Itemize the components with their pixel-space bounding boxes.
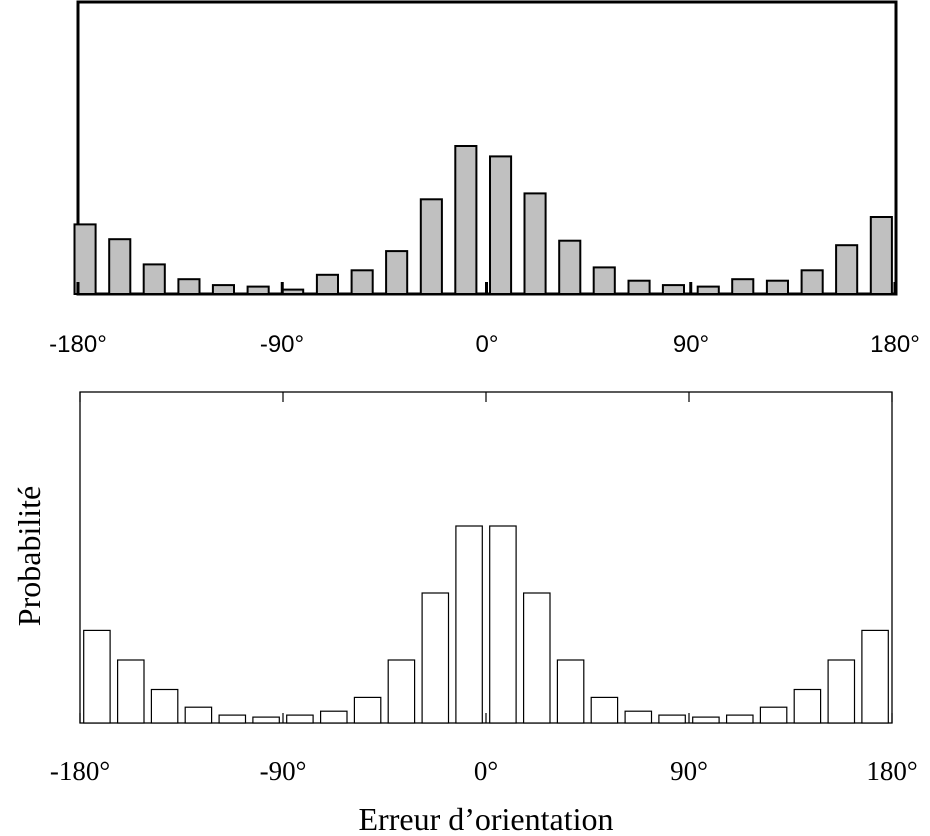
bottom-bar-20 (759, 706, 788, 724)
top-bar-6 (281, 288, 305, 296)
bottom-bar-13 (522, 592, 551, 724)
bottom-histogram: -180° -90° 0° 90° 180° Erreur d’orientat… (11, 391, 918, 836)
top-bar-11 (454, 145, 478, 295)
top-histogram: -180° -90° 0° 90° 180° (49, 0, 920, 358)
bottom-tick-label-neg180: -180° (50, 756, 110, 786)
bottom-bar-19 (725, 714, 754, 724)
top-bar-13 (523, 192, 547, 295)
bottom-bar-11 (455, 525, 483, 724)
top-bar-2 (142, 263, 166, 295)
bottom-bar-10 (421, 592, 450, 724)
bottom-bar-6 (286, 714, 314, 724)
top-bar-14 (558, 239, 582, 295)
bottom-bar-1 (116, 659, 145, 724)
top-bar-16 (627, 279, 651, 296)
top-bars (73, 145, 893, 296)
top-x-tick-labels: -180° -90° 0° 90° 180° (49, 331, 920, 358)
top-bar-10 (419, 198, 443, 295)
top-plot-frame (76, 0, 898, 296)
top-bar-4 (211, 284, 235, 296)
top-bar-19 (731, 278, 755, 296)
top-bar-8 (350, 269, 374, 295)
bottom-bar-8 (353, 696, 382, 724)
top-bar-7 (315, 273, 339, 295)
top-bar-3 (177, 278, 201, 296)
top-bar-1 (108, 238, 132, 295)
bottom-bars (83, 525, 889, 724)
bottom-bar-22 (827, 659, 856, 724)
top-bar-22 (835, 244, 859, 295)
top-tick-label-0: 0° (476, 331, 499, 358)
top-bar-21 (800, 269, 824, 295)
bottom-bar-2 (150, 688, 179, 724)
bottom-bar-4 (218, 714, 247, 724)
bottom-plot-frame (79, 391, 893, 724)
bottom-tick-label-neg90: -90° (260, 756, 307, 786)
bottom-bar-23 (861, 629, 889, 724)
bottom-bar-9 (387, 659, 416, 724)
x-axis-label: Erreur d’orientation (359, 801, 614, 836)
bottom-bar-5 (252, 716, 280, 724)
top-x-ticks (76, 282, 897, 294)
top-bar-20 (765, 279, 790, 296)
top-bar-18 (696, 285, 720, 296)
top-bar-17 (661, 284, 686, 296)
bottom-bar-17 (658, 714, 686, 724)
y-axis-label: Probabilité (11, 486, 47, 626)
bottom-bar-16 (624, 710, 653, 724)
top-bar-23 (869, 216, 893, 295)
top-bar-15 (592, 266, 616, 295)
bottom-x-ticks (79, 392, 893, 723)
bottom-tick-label-0: 0° (474, 756, 498, 786)
top-bar-0 (73, 223, 97, 295)
bottom-x-tick-labels: -180° -90° 0° 90° 180° (50, 756, 918, 786)
bottom-bar-15 (590, 696, 619, 724)
bottom-tick-label-180: 180° (866, 756, 917, 786)
bottom-bar-18 (692, 716, 720, 724)
top-tick-label-neg90: -90° (260, 331, 304, 358)
top-tick-label-neg180: -180° (49, 331, 107, 358)
bottom-bar-21 (793, 688, 822, 724)
bottom-bar-7 (320, 710, 348, 724)
top-bar-12 (489, 155, 513, 295)
bottom-tick-label-90: 90° (670, 756, 708, 786)
top-bar-5 (246, 285, 270, 296)
top-bar-9 (385, 250, 409, 296)
top-tick-label-180: 180° (870, 331, 920, 358)
bottom-bar-14 (556, 659, 585, 724)
bottom-bar-3 (184, 706, 213, 724)
bottom-bar-0 (83, 629, 111, 724)
bottom-bar-12 (489, 525, 517, 724)
top-tick-label-90: 90° (673, 331, 709, 358)
